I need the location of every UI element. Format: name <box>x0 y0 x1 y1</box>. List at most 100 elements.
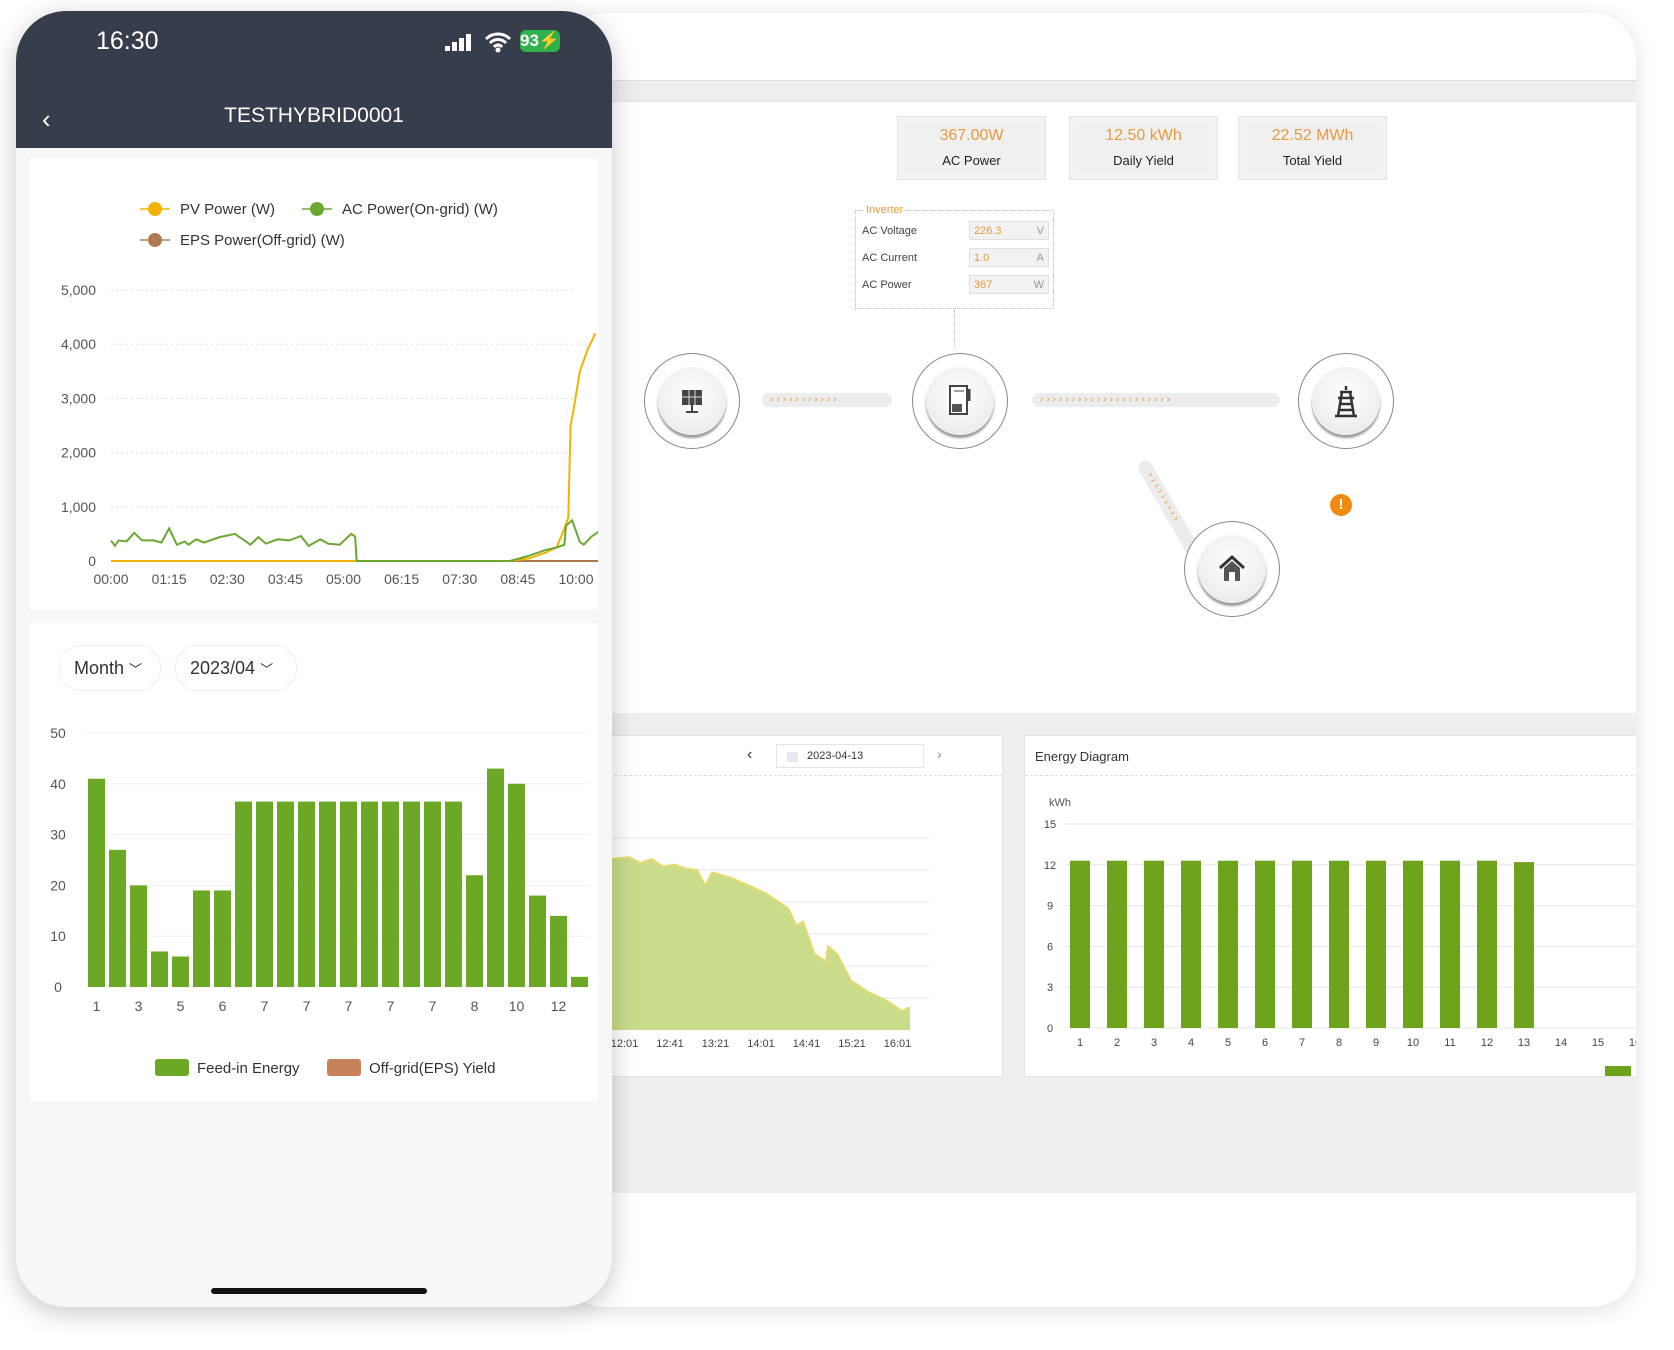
bar <box>487 768 504 987</box>
legend-label: Off-grid(EPS) Yield <box>369 1060 495 1077</box>
energy-chart-card: Month ﹀ 2023/04 ﹀ 0 10 20 30 40 50 1 3 5 6 7 7 7 7 7 8 1… <box>30 623 598 1101</box>
x-tick-label: 12:41 <box>656 1038 684 1050</box>
y-tick-label: 0 <box>54 979 62 995</box>
battery-charging-icon: 93⚡ <box>520 30 561 52</box>
bar <box>1218 860 1238 1028</box>
bar <box>88 778 105 987</box>
y-tick-label: 6 <box>1047 941 1053 953</box>
x-tick-label: 6 <box>219 998 227 1014</box>
bar <box>109 849 126 987</box>
y-tick-label: 5,000 <box>61 282 96 298</box>
bar <box>193 890 210 987</box>
row-label: AC Voltage <box>862 225 918 237</box>
flow-pv-to-inverter: ››››››››››› <box>762 393 892 407</box>
legend-marker <box>148 233 162 247</box>
x-tick-label: 3 <box>135 998 143 1014</box>
x-tick-label: 10 <box>509 998 525 1014</box>
series-line-0 <box>111 332 597 562</box>
chevron-down-icon: ﹀ <box>260 662 274 677</box>
bar <box>340 801 357 987</box>
date-value: 2023-04-13 <box>807 750 864 762</box>
legend-label: EPS Power(Off-grid) (W) <box>180 232 345 249</box>
web-dashboard: 367.00W AC Power 12.50 kWh Daily Yield 22.… <box>560 13 1636 1307</box>
y-tick-label: 40 <box>50 776 66 792</box>
x-tick-label: 00:00 <box>93 571 128 587</box>
date-picker[interactable]: 2023-04-13 <box>776 744 924 768</box>
prev-date-button[interactable]: ‹ <box>747 746 753 763</box>
power-line-chart: PV Power (W) AC Power(On-grid) (W) EPS Pow… <box>61 201 608 587</box>
x-tick-label: 14:01 <box>747 1038 775 1050</box>
energy-bar-chart: 0 10 20 30 40 50 1 3 5 6 7 7 7 7 7 8 10 12 Feed-in Energy O… <box>50 725 590 1077</box>
x-tick-label: 13:21 <box>702 1038 730 1050</box>
signal-icon <box>445 34 471 51</box>
solar-panel-icon <box>682 390 702 413</box>
app-header: 16:30 93⚡ ‹ TESTHYBRID0001 <box>16 11 612 148</box>
bar <box>277 801 294 987</box>
y-tick-label: 0 <box>1047 1023 1053 1035</box>
bar <box>1514 862 1534 1028</box>
flow-inverter-to-grid: ››››››››››››››››››››› <box>1032 393 1280 407</box>
bar <box>130 885 147 987</box>
home-indicator[interactable] <box>211 1288 427 1294</box>
y-tick-label: 3 <box>1047 982 1053 994</box>
x-tick-label: 07:30 <box>442 571 477 587</box>
legend-label: PV Power (W) <box>180 201 275 218</box>
area-line <box>566 854 911 1013</box>
inverter-node[interactable] <box>912 353 1008 449</box>
x-tick-label: 6 <box>1262 1037 1268 1049</box>
legend-swatch <box>327 1059 361 1076</box>
x-tick-label: 2 <box>1114 1037 1120 1049</box>
inverter-row-power: AC Power 367 W <box>862 275 1049 297</box>
x-tick-label: 7 <box>387 998 395 1014</box>
x-tick-label: 4 <box>1188 1037 1194 1049</box>
legend-label: Feed-in Energy <box>197 1060 300 1077</box>
bar <box>1144 860 1164 1028</box>
inverter-title: Inverter <box>864 204 906 216</box>
period-select[interactable]: Month ﹀ <box>59 645 161 691</box>
x-tick-label: 16:01 <box>884 1038 912 1050</box>
x-tick-label: 7 <box>303 998 311 1014</box>
chevron-down-icon: ﹀ <box>129 662 143 677</box>
bar <box>1070 860 1090 1028</box>
y-tick-label: 12 <box>1044 860 1056 872</box>
y-tick-label: 3,000 <box>61 390 96 406</box>
grid-node[interactable] <box>1298 353 1394 449</box>
row-value: 367 <box>974 279 993 291</box>
x-tick-label: 7 <box>261 998 269 1014</box>
toolbar-band <box>560 80 1636 102</box>
warning-icon[interactable]: ! <box>1330 494 1352 516</box>
row-label: AC Current <box>862 252 918 264</box>
row-value: 1.0 <box>974 252 990 264</box>
pv-node[interactable] <box>644 353 740 449</box>
row-unit: W <box>1033 279 1044 291</box>
date-value: 2023/04 <box>190 658 256 678</box>
bar <box>382 801 399 987</box>
status-time: 16:30 <box>96 27 159 55</box>
home-icon <box>1218 554 1246 581</box>
row-value: 226.3 <box>974 225 1002 237</box>
x-tick-label: 5 <box>1225 1037 1231 1049</box>
bar <box>151 951 168 987</box>
x-tick-label: 14:41 <box>793 1038 821 1050</box>
legend-marker <box>148 202 162 216</box>
bar <box>1366 860 1386 1028</box>
x-tick-label: 12 <box>1481 1037 1493 1049</box>
date-select[interactable]: 2023/04 ﹀ <box>175 645 297 691</box>
y-tick-label: 4,000 <box>61 336 96 352</box>
bar <box>571 976 588 987</box>
x-tick-label: 1 <box>1077 1037 1083 1049</box>
x-tick-label: 16 <box>1629 1037 1636 1049</box>
x-tick-label: 15:21 <box>838 1038 866 1050</box>
home-node[interactable] <box>1184 521 1280 617</box>
kpi-value: 22.52 MWh <box>1271 127 1354 144</box>
bar <box>1440 860 1460 1028</box>
row-unit: A <box>1036 252 1044 264</box>
bar <box>214 890 231 987</box>
series-line-1 <box>110 518 608 562</box>
x-tick-label: 05:00 <box>326 571 361 587</box>
legend-swatch <box>155 1059 189 1076</box>
x-tick-label: 8 <box>1336 1037 1342 1049</box>
next-date-button[interactable]: › <box>937 746 942 762</box>
chevron-left-icon[interactable]: ‹ <box>42 104 51 134</box>
